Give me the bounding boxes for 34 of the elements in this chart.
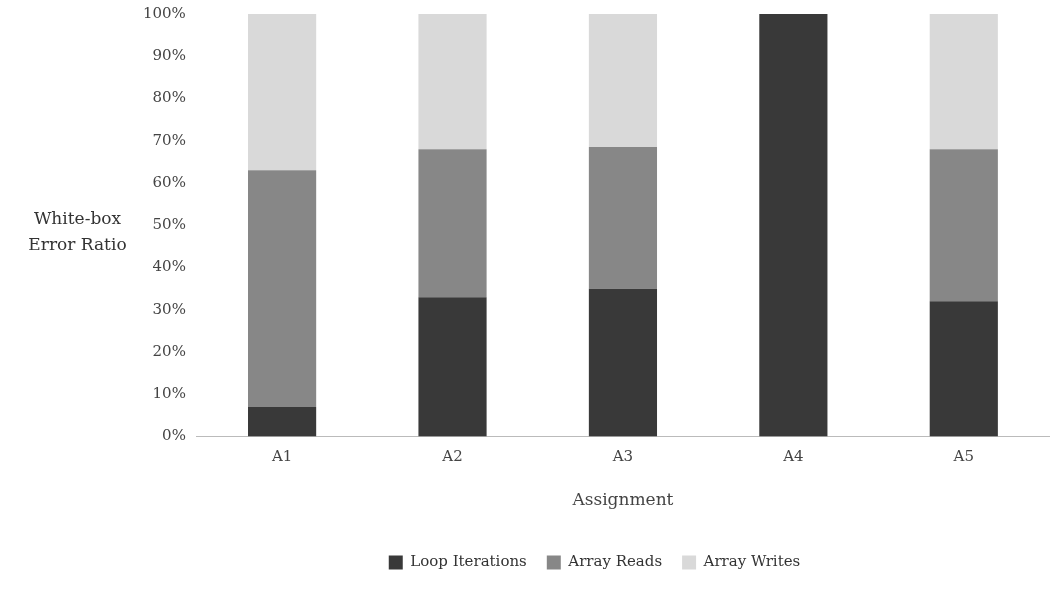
y-tick-label: 100%: [142, 3, 186, 22]
y-tick-label: 30%: [152, 299, 186, 318]
legend-label: Loop Iterations: [410, 552, 527, 571]
bar: [588, 147, 658, 289]
bar: [418, 14, 487, 150]
y-tick-label: 20%: [152, 341, 186, 360]
y-tick-label: 0%: [162, 426, 186, 445]
y-tick-label: 50%: [152, 215, 186, 234]
y-tick-label: 40%: [152, 257, 186, 276]
bar: [929, 149, 998, 302]
bar: [588, 14, 658, 148]
bar: [248, 407, 317, 437]
y-tick-label: 10%: [152, 384, 186, 403]
bar: [759, 14, 828, 437]
x-tick-label: A3: [611, 447, 634, 466]
bar: [929, 14, 998, 150]
legend-label: Array Writes: [702, 552, 801, 571]
legend-label: Array Reads: [567, 552, 663, 571]
bar: [418, 297, 487, 437]
bar: [248, 170, 317, 408]
y-tick-label: 60%: [152, 172, 186, 191]
bar: [418, 149, 487, 298]
x-tick-label: A1: [270, 447, 293, 466]
x-tick-label: A5: [952, 447, 974, 466]
x-axis-title: Assignment: [571, 489, 674, 510]
bar: [929, 301, 998, 437]
bar: [588, 288, 658, 437]
x-tick-label: A2: [441, 447, 463, 466]
y-tick-label: 80%: [152, 88, 186, 107]
y-axis-title: White-box Error Ratio: [27, 207, 128, 256]
y-tick-label: 90%: [152, 46, 186, 65]
x-tick-label: A4: [782, 447, 804, 466]
y-tick-label: 70%: [152, 130, 186, 149]
bar: [248, 14, 317, 171]
